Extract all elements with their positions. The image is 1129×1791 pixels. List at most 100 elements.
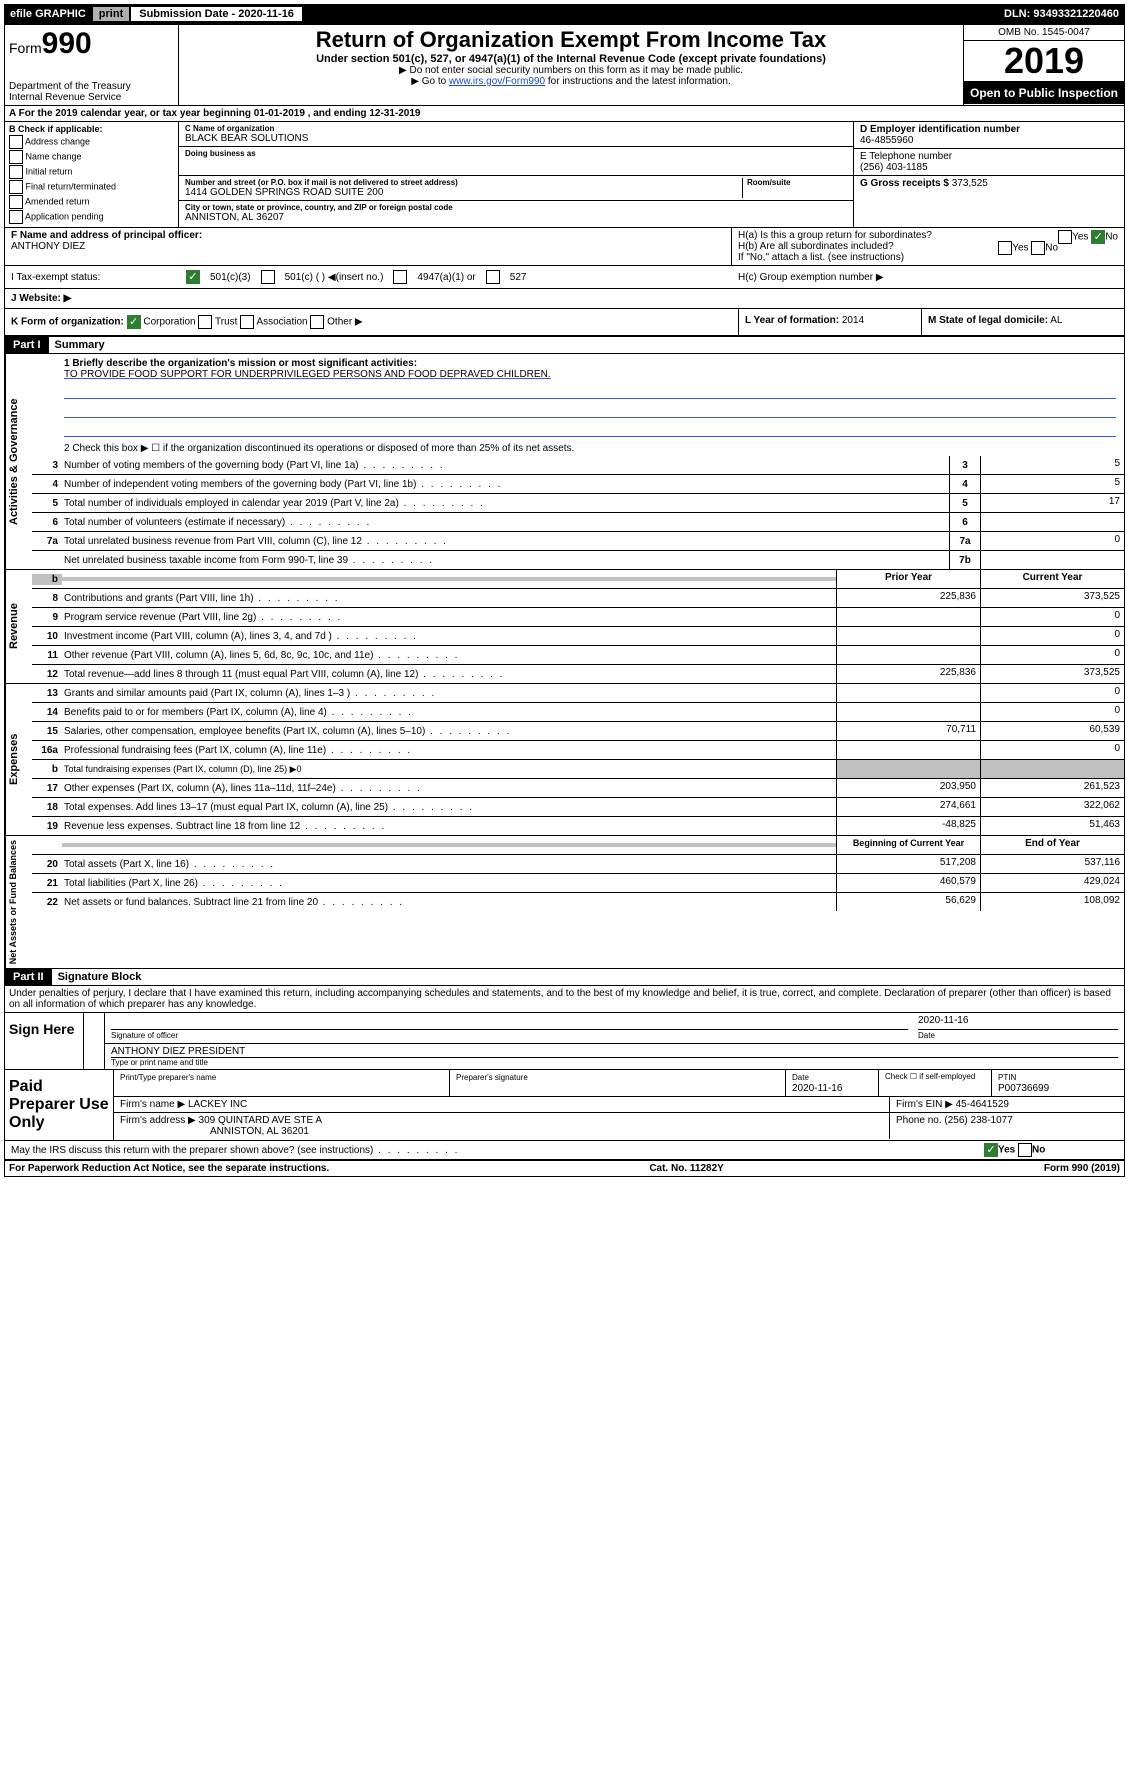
table-row: 14Benefits paid to or for members (Part … [32,703,1124,722]
opt-final: Final return/terminated [26,181,117,191]
checkbox[interactable] [9,150,23,164]
box-c: C Name of organization BLACK BEAR SOLUTI… [179,122,853,227]
vlabel-exp: Expenses [5,684,32,835]
note2-pre: ▶ Go to [411,76,449,87]
rev-hdr: b Prior Year Current Year [32,570,1124,589]
part1-hdr: Part I Summary [5,337,1124,354]
checkbox[interactable] [1058,230,1072,244]
opt-501c3: 501(c)(3) [210,272,251,283]
vlabel-rev: Revenue [5,570,32,683]
checkbox[interactable] [9,210,23,224]
box-b-title: B Check if applicable: [9,124,103,134]
gross-lbl: G Gross receipts $ [860,178,949,189]
ein-lbl: Firm's EIN ▶ [896,1099,953,1110]
vlabel-gov: Activities & Governance [5,354,32,569]
table-row: 5Total number of individuals employed in… [32,494,1124,513]
form-ref: Form 990 (2019) [1044,1163,1120,1174]
row-tax: I Tax-exempt status: ✓ 501(c)(3) 501(c) … [5,266,1124,289]
sig-date: 2020-11-16 [918,1015,1118,1030]
dln: DLN: 93493321220460 [1004,8,1125,20]
opt-address: Address change [25,136,90,146]
k-trust: Trust [215,317,237,328]
officer-name: ANTHONY DIEZ PRESIDENT [111,1046,1118,1058]
checkbox-checked[interactable]: ✓ [984,1143,998,1157]
opt-name: Name change [26,151,82,161]
city: ANNISTON, AL 36207 [185,212,847,223]
sign-lbl: Sign Here [5,1013,84,1069]
note2-post: for instructions and the latest informat… [545,76,731,87]
checkbox-checked[interactable]: ✓ [1091,230,1105,244]
tel-lbl: E Telephone number [860,151,952,162]
submission-date: Submission Date - 2020-11-16 [130,6,303,22]
checkbox[interactable] [393,270,407,284]
declaration: Under penalties of perjury, I declare th… [5,986,1124,1013]
table-row: 19Revenue less expenses. Subtract line 1… [32,817,1124,835]
checkbox[interactable] [9,165,23,179]
pra: For Paperwork Reduction Act Notice, see … [9,1163,329,1174]
name-lbl: Type or print name and title [111,1058,1118,1067]
hb-note: If "No," attach a list. (see instruction… [738,252,1118,263]
table-row: 7aTotal unrelated business revenue from … [32,532,1124,551]
instructions-link[interactable]: www.irs.gov/Form990 [449,76,545,87]
irs: Internal Revenue Service [9,92,174,103]
line2: 2 Check this box ▶ ☐ if the organization… [32,439,1124,456]
h3: Date [792,1073,809,1082]
m-val: AL [1050,315,1062,326]
checkbox-checked[interactable]: ✓ [186,270,200,284]
checkbox[interactable] [9,135,23,149]
ptin: P00736699 [998,1083,1049,1094]
h5: PTIN [998,1073,1016,1082]
section-revenue: Revenue b Prior Year Current Year 8Contr… [5,570,1124,684]
table-row: 16aProfessional fundraising fees (Part I… [32,741,1124,760]
firm-ein: 45-4641529 [956,1099,1009,1110]
paid-lbl: Paid Preparer Use Only [5,1070,113,1140]
section-net: Net Assets or Fund Balances Beginning of… [5,836,1124,969]
footer: For Paperwork Reduction Act Notice, see … [5,1161,1124,1176]
block-bcd: B Check if applicable: Address change Na… [5,122,1124,228]
line1-val: TO PROVIDE FOOD SUPPORT FOR UNDERPRIVILE… [64,369,551,380]
hb: H(b) Are all subordinates included? [738,241,894,252]
omb: OMB No. 1545-0047 [964,25,1124,41]
table-row: 15Salaries, other compensation, employee… [32,722,1124,741]
top-bar: efile GRAPHIC print Submission Date - 20… [4,4,1125,24]
checkbox[interactable] [486,270,500,284]
checkbox[interactable] [240,315,254,329]
checkbox-checked[interactable]: ✓ [127,315,141,329]
room-lbl: Room/suite [747,178,847,187]
table-row: bTotal fundraising expenses (Part IX, co… [32,760,1124,779]
hdr-left: Form990 Department of the Treasury Inter… [5,25,179,105]
tax-year: 2019 [964,41,1124,81]
checkbox[interactable] [310,315,324,329]
checkbox[interactable] [998,241,1012,255]
city-lbl: City or town, state or province, country… [185,203,847,212]
checkbox[interactable] [9,180,23,194]
checkbox[interactable] [261,270,275,284]
opt-initial: Initial return [26,166,73,176]
discuss: May the IRS discuss this return with the… [5,1143,984,1158]
line1-lbl: 1 Briefly describe the organization's mi… [64,358,417,369]
m-lbl: M State of legal domicile: [928,315,1048,326]
ein-lbl: D Employer identification number [860,124,1020,135]
dba-lbl: Doing business as [185,149,847,158]
checkbox[interactable] [1031,241,1045,255]
row-fh: F Name and address of principal officer:… [5,228,1124,266]
note1: ▶ Do not enter social security numbers o… [185,65,957,76]
checkbox[interactable] [9,195,23,209]
paid-preparer: Paid Preparer Use Only Print/Type prepar… [5,1070,1124,1141]
checkbox[interactable] [1018,1143,1032,1157]
firm-addr2: ANNISTON, AL 36201 [210,1126,309,1137]
open-public: Open to Public Inspection [964,81,1124,104]
opt-amended: Amended return [25,196,90,206]
hdr-mid: Return of Organization Exempt From Incom… [179,25,963,105]
net-hdr: Beginning of Current Year End of Year [32,836,1124,855]
box-d: D Employer identification number 46-4855… [853,122,1124,227]
firm-addr1: 309 QUINTARD AVE STE A [199,1115,323,1126]
part1-title: Summary [49,337,1124,353]
addr: 1414 GOLDEN SPRINGS ROAD SUITE 200 [185,187,742,198]
section-expenses: Expenses 13Grants and similar amounts pa… [5,684,1124,836]
vlabel-net: Net Assets or Fund Balances [5,836,32,968]
table-row: 3Number of voting members of the governi… [32,456,1124,475]
form-header: Form990 Department of the Treasury Inter… [5,25,1124,106]
checkbox[interactable] [198,315,212,329]
print-button[interactable]: print [92,6,130,22]
